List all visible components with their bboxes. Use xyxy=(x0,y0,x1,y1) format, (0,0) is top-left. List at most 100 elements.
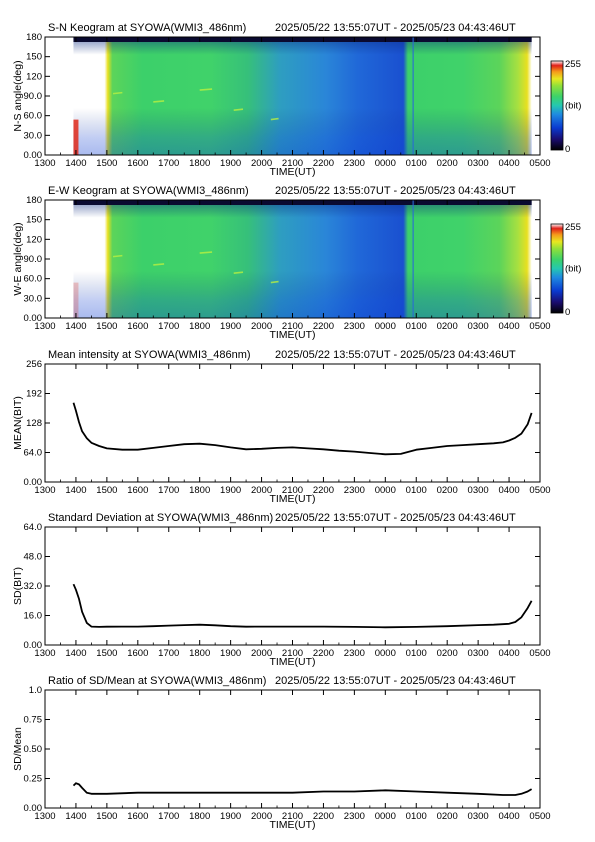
y-tick-label: 0.00 xyxy=(24,150,43,161)
colorbar-unit-label: (bit) xyxy=(565,264,581,275)
x-tick-label: 0100 xyxy=(406,321,427,332)
x-tick-label: 1700 xyxy=(158,648,179,659)
x-tick-label: 0200 xyxy=(437,485,458,496)
x-tick-label: 2200 xyxy=(313,485,334,496)
chart-title: S-N Keogram at SYOWA(WMI3_486nm) xyxy=(48,22,246,34)
x-tick-label: 2200 xyxy=(313,158,334,169)
x-tick-label: 2100 xyxy=(282,321,303,332)
y-tick-label: 150 xyxy=(26,215,42,226)
panel-3: Mean intensity at SYOWA(WMI3_486nm) 2025/… xyxy=(12,349,551,505)
y-tick-label: 0.00 xyxy=(24,640,43,651)
colorbar-min-label: 0 xyxy=(565,307,570,318)
x-tick-label: 0400 xyxy=(498,648,519,659)
x-axis-label: TIME(UT) xyxy=(269,329,315,341)
x-tick-label: 0500 xyxy=(529,648,550,659)
x-tick-label: 0000 xyxy=(375,485,396,496)
x-tick-label: 1600 xyxy=(127,485,148,496)
x-tick-label: 2300 xyxy=(344,158,365,169)
time-range: 2025/05/22 13:55:07UT - 2025/05/23 04:43… xyxy=(275,512,516,524)
y-tick-label: 16.0 xyxy=(24,611,43,622)
time-range: 2025/05/22 13:55:07UT - 2025/05/23 04:43… xyxy=(275,349,516,361)
x-tick-label: 0200 xyxy=(437,648,458,659)
panel-5: Ratio of SD/Mean at SYOWA(WMI3_486nm) 202… xyxy=(12,675,551,831)
x-tick-label: 1900 xyxy=(220,485,241,496)
colorbar xyxy=(550,60,564,151)
x-tick-label: 2300 xyxy=(344,485,365,496)
x-tick-label: 2000 xyxy=(251,811,272,822)
y-tick-label: 60.0 xyxy=(24,274,43,285)
x-tick-label: 1700 xyxy=(158,321,179,332)
x-tick-label: 2100 xyxy=(282,158,303,169)
y-tick-label: 48.0 xyxy=(24,552,43,563)
x-tick-label: 1500 xyxy=(96,648,117,659)
x-axis-label: TIME(UT) xyxy=(269,166,315,178)
x-tick-label: 1400 xyxy=(65,485,86,496)
aurora-streak xyxy=(153,263,165,266)
keogram-top-band xyxy=(73,200,532,205)
x-tick-label: 0400 xyxy=(498,811,519,822)
plot-background xyxy=(45,690,540,808)
x-tick-label: 2000 xyxy=(251,485,272,496)
x-tick-label: 1300 xyxy=(34,321,55,332)
x-tick-label: 1300 xyxy=(34,158,55,169)
series-line xyxy=(72,583,533,629)
panel-4: Standard Deviation at SYOWA(WMI3_486nm) 2… xyxy=(12,512,551,668)
x-tick-label: 1600 xyxy=(127,811,148,822)
x-tick-label: 1600 xyxy=(127,321,148,332)
x-tick-label: 1400 xyxy=(65,811,86,822)
panel-1: S-N Keogram at SYOWA(WMI3_486nm) 2025/05/… xyxy=(12,22,581,178)
colorbar-max-label: 255 xyxy=(565,222,581,233)
chart-title: E-W Keogram at SYOWA(WMI3_486nm) xyxy=(48,185,249,197)
keogram-top-band xyxy=(73,37,532,42)
y-axis-label: MEAN(BIT) xyxy=(12,396,24,450)
colorbar xyxy=(550,223,564,314)
aurora-streak xyxy=(199,251,213,254)
x-tick-label: 0300 xyxy=(468,648,489,659)
x-tick-label: 2000 xyxy=(251,158,272,169)
plot-background xyxy=(45,364,540,482)
y-axis-label: W-E angle(deg) xyxy=(12,222,24,295)
x-tick-label: 2100 xyxy=(282,648,303,659)
x-tick-label: 1300 xyxy=(34,648,55,659)
x-tick-label: 1400 xyxy=(65,321,86,332)
x-tick-label: 1400 xyxy=(65,648,86,659)
x-tick-label: 0500 xyxy=(529,811,550,822)
y-tick-label: 32.0 xyxy=(24,581,43,592)
time-range: 2025/05/22 13:55:07UT - 2025/05/23 04:43… xyxy=(275,675,516,687)
x-tick-label: 0500 xyxy=(529,485,550,496)
chart-title: Mean intensity at SYOWA(WMI3_486nm) xyxy=(48,349,251,361)
y-tick-label: 128 xyxy=(26,418,42,429)
x-tick-label: 1900 xyxy=(220,158,241,169)
x-tick-label: 0300 xyxy=(468,158,489,169)
x-tick-label: 1900 xyxy=(220,811,241,822)
y-tick-label: 30.0 xyxy=(24,130,43,141)
x-tick-label: 2200 xyxy=(313,321,334,332)
keogram-shading xyxy=(73,200,532,318)
y-tick-label: 180 xyxy=(26,195,42,206)
x-tick-label: 2100 xyxy=(282,485,303,496)
time-range: 2025/05/22 13:55:07UT - 2025/05/23 04:43… xyxy=(275,22,516,34)
x-tick-label: 1600 xyxy=(127,648,148,659)
x-tick-label: 1700 xyxy=(158,158,179,169)
x-tick-label: 1800 xyxy=(189,485,210,496)
x-tick-label: 0500 xyxy=(529,158,550,169)
y-axis-label: SD(BIT) xyxy=(12,567,24,605)
aurora-streak xyxy=(199,88,213,91)
y-tick-label: 64.0 xyxy=(24,522,43,533)
x-tick-label: 2000 xyxy=(251,321,272,332)
y-tick-label: 150 xyxy=(26,52,42,63)
x-tick-label: 2200 xyxy=(313,811,334,822)
y-tick-label: 64.0 xyxy=(24,448,43,459)
x-tick-label: 1400 xyxy=(65,158,86,169)
x-tick-label: 1800 xyxy=(189,158,210,169)
x-tick-label: 0000 xyxy=(375,158,396,169)
x-tick-label: 0100 xyxy=(406,158,427,169)
y-tick-label: 0.00 xyxy=(24,803,43,814)
x-tick-label: 0500 xyxy=(529,321,550,332)
chart-title: Ratio of SD/Mean at SYOWA(WMI3_486nm) xyxy=(48,675,266,687)
y-tick-label: 1.0 xyxy=(29,685,42,696)
y-tick-label: 180 xyxy=(26,32,42,43)
y-tick-label: 90.0 xyxy=(24,91,43,102)
x-tick-label: 0000 xyxy=(375,648,396,659)
